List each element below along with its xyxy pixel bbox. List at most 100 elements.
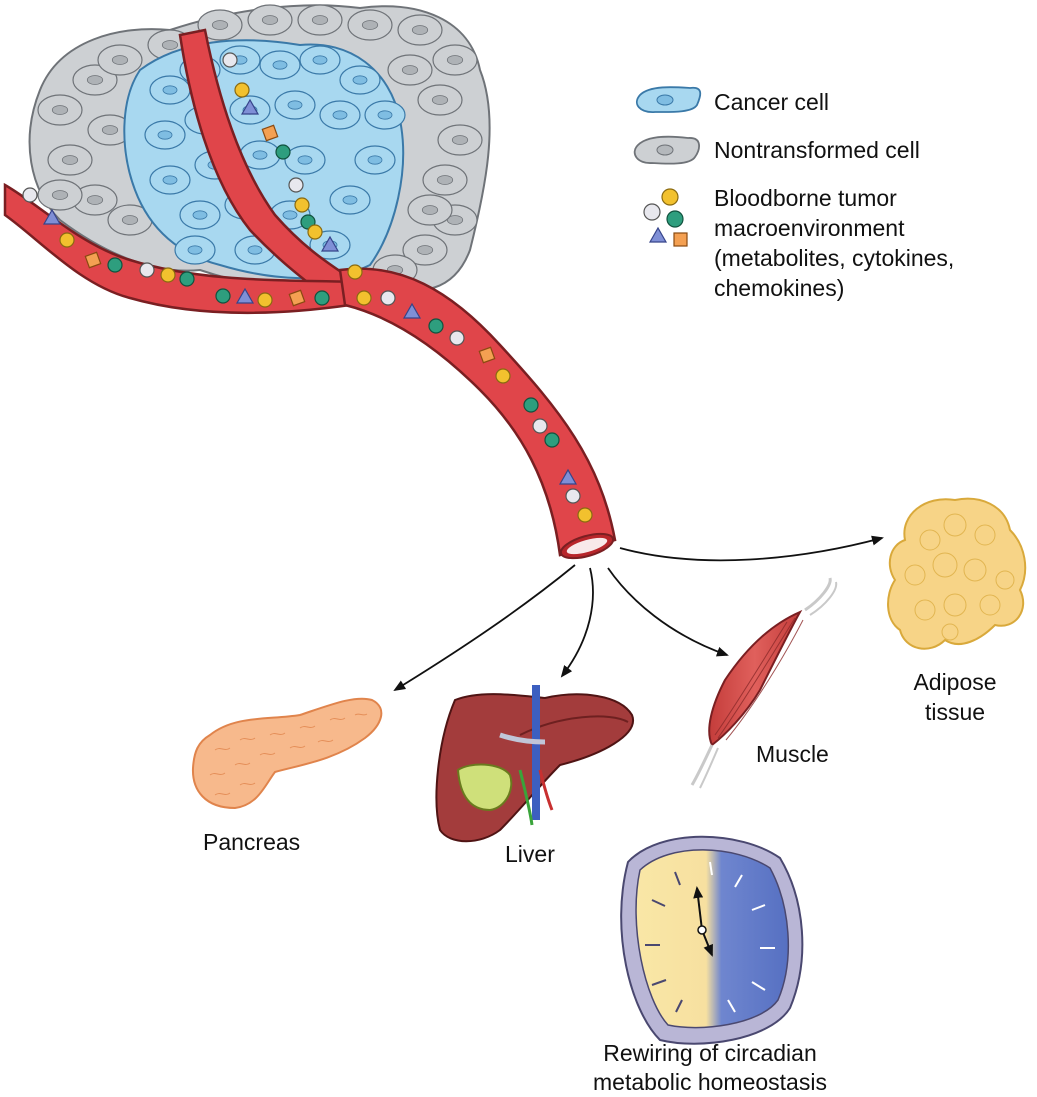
cell-nucleus [332, 110, 348, 120]
cell-nucleus [111, 55, 129, 65]
legend-icons [633, 86, 702, 247]
cell-nucleus [187, 245, 203, 255]
cell-nucleus [161, 40, 179, 50]
legend-bloodborne-line1: Bloodborne tumor [714, 185, 897, 211]
circle-particle [495, 368, 511, 384]
cell-nucleus [162, 85, 178, 95]
cell-nucleus [272, 60, 288, 70]
circle-particle [222, 52, 238, 68]
distorted-clock-illustration [620, 835, 804, 1045]
circle-particle [275, 144, 291, 160]
metabolite-triangle-icon [648, 226, 668, 243]
circle-particle [347, 264, 363, 280]
adipose-label-line2: tissue [924, 699, 986, 725]
metabolite-yellow-icon [661, 188, 679, 206]
cell-nucleus [287, 100, 303, 110]
square-particle [261, 124, 279, 142]
circle-particle [257, 292, 273, 308]
circle-particle [428, 318, 444, 334]
cell-nucleus [261, 15, 279, 25]
cell-nucleus [352, 75, 368, 85]
circle-particle [234, 82, 250, 98]
square-particle [84, 251, 102, 269]
liver-label: Liver [505, 841, 555, 867]
legend-bloodborne-line3: (metabolites, cytokines, [714, 245, 955, 271]
pancreas-illustration [191, 697, 383, 810]
distribution-arrows [393, 535, 884, 692]
blood-vessel [3, 28, 617, 560]
circle-particle [565, 488, 581, 504]
cell-nucleus [86, 195, 104, 205]
metabolite-green-icon [666, 210, 684, 228]
circle-particle [544, 432, 560, 448]
cell-nucleus [411, 25, 429, 35]
muscle-label: Muscle [756, 741, 829, 767]
cell-nucleus [51, 190, 69, 200]
cell-nucleus [312, 55, 328, 65]
circle-particle [59, 232, 75, 248]
legend-bloodborne-line4: chemokines) [714, 275, 845, 301]
cell-nucleus [51, 105, 69, 115]
triangle-particle [240, 98, 260, 115]
cell-nucleus [162, 175, 178, 185]
cell-nucleus [61, 155, 79, 165]
clock-ticks-day [645, 871, 683, 1013]
pancreas-label: Pancreas [203, 829, 301, 855]
adipose-label-line1: Adipose [913, 669, 997, 695]
legend-bloodborne-line2: macroenvironment [714, 215, 905, 241]
circle-particle [215, 288, 231, 304]
metabolite-square-icon [673, 232, 688, 247]
cell-nucleus [342, 195, 358, 205]
cell-nucleus [431, 95, 449, 105]
square-particle [288, 289, 306, 307]
circadian-label-line1: Rewiring of circadian [603, 1040, 817, 1066]
cell-nucleus [421, 205, 439, 215]
cell-nucleus [101, 125, 119, 135]
cell-nucleus [121, 215, 139, 225]
cell-nucleus [416, 245, 434, 255]
legend-nontransformed-cell-label: Nontransformed cell [714, 137, 920, 163]
circle-particle [380, 290, 396, 306]
bloodborne-particles [22, 52, 593, 523]
circle-particle [577, 507, 593, 523]
triangle-particle [235, 287, 255, 304]
circle-particle [532, 418, 548, 434]
circle-particle [356, 290, 372, 306]
triangle-particle [402, 302, 422, 319]
circle-particle [139, 262, 155, 278]
circle-particle [314, 290, 330, 306]
circle-particle [107, 257, 123, 273]
cell-nucleus [446, 55, 464, 65]
cell-nucleus [311, 15, 329, 25]
cell-nucleus [377, 110, 393, 120]
cell-nucleus [297, 155, 313, 165]
adipose-illustration [887, 497, 1027, 650]
triangle-particle [558, 468, 578, 485]
circadian-label-line2: metabolic homeostasis [593, 1069, 827, 1095]
circle-particle [288, 177, 304, 193]
cell-nucleus [367, 155, 383, 165]
circle-particle [179, 271, 195, 287]
muscle-illustration [690, 577, 838, 789]
triangle-particle [320, 235, 340, 252]
cell-nucleus [247, 245, 263, 255]
cell-nucleus [451, 135, 469, 145]
liver-illustration [435, 685, 635, 843]
triangle-particle [42, 208, 62, 225]
circle-particle [523, 397, 539, 413]
clock-ticks-night [709, 861, 775, 1013]
cell-nucleus [252, 150, 268, 160]
cell-nucleus [192, 210, 208, 220]
circle-particle [294, 197, 310, 213]
cell-nucleus [282, 210, 298, 220]
circle-particle [160, 267, 176, 283]
legend-cancer-cell-label: Cancer cell [714, 89, 830, 115]
cell-nucleus [401, 65, 419, 75]
cell-nucleus [436, 175, 454, 185]
cell-nucleus [157, 130, 173, 140]
square-particle [478, 346, 496, 364]
metabolite-white-icon [643, 203, 661, 221]
circle-particle [307, 224, 323, 240]
cell-nucleus [86, 75, 104, 85]
